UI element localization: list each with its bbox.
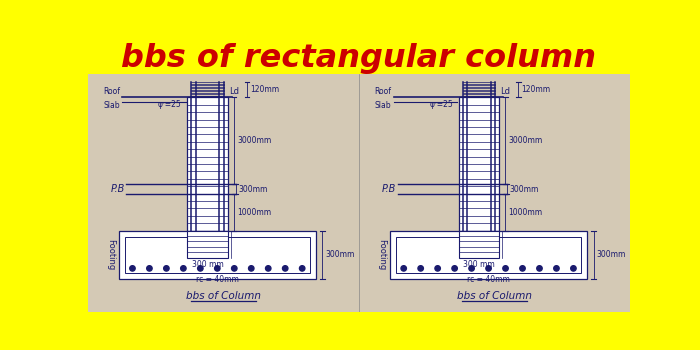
Circle shape	[418, 266, 424, 271]
Circle shape	[401, 266, 407, 271]
Text: bbs of Column: bbs of Column	[186, 291, 260, 301]
Circle shape	[570, 266, 576, 271]
Circle shape	[215, 266, 220, 271]
Circle shape	[503, 266, 508, 271]
Text: 120mm: 120mm	[251, 85, 279, 94]
Text: P.B: P.B	[382, 184, 396, 195]
Text: bbs of rectangular column: bbs of rectangular column	[121, 43, 596, 74]
Circle shape	[283, 266, 288, 271]
Text: Roof: Roof	[374, 87, 391, 96]
Text: Roof: Roof	[103, 87, 120, 96]
Text: 3000mm: 3000mm	[237, 136, 272, 146]
Bar	[458, 231, 499, 258]
Circle shape	[181, 266, 186, 271]
Bar	[396, 237, 581, 273]
Circle shape	[300, 266, 305, 271]
Circle shape	[435, 266, 440, 271]
Text: 120mm: 120mm	[522, 85, 551, 94]
Circle shape	[248, 266, 254, 271]
Text: 3000mm: 3000mm	[508, 136, 542, 146]
Circle shape	[520, 266, 525, 271]
Bar	[118, 231, 316, 279]
Text: Slab: Slab	[374, 101, 391, 110]
Bar	[88, 74, 358, 312]
Text: 1000mm: 1000mm	[237, 208, 271, 217]
Text: φᶜ=25: φᶜ=25	[429, 100, 453, 109]
Circle shape	[147, 266, 152, 271]
Bar	[88, 42, 630, 74]
Circle shape	[164, 266, 169, 271]
Circle shape	[537, 266, 542, 271]
Text: 300mm: 300mm	[239, 185, 268, 194]
Text: 300mm: 300mm	[596, 250, 626, 259]
Text: Footing: Footing	[106, 239, 116, 271]
Circle shape	[130, 266, 135, 271]
Bar	[188, 231, 228, 258]
Circle shape	[197, 266, 203, 271]
Text: rc = 40mm: rc = 40mm	[467, 274, 510, 284]
Circle shape	[232, 266, 237, 271]
Bar	[358, 74, 630, 312]
Text: 300mm: 300mm	[326, 250, 355, 259]
Bar	[188, 97, 228, 231]
Text: 300mm: 300mm	[510, 185, 539, 194]
Circle shape	[452, 266, 457, 271]
Bar	[458, 97, 499, 231]
Text: 300 mm: 300 mm	[463, 260, 495, 269]
Text: P.B: P.B	[111, 184, 125, 195]
Text: bbs of Column: bbs of Column	[457, 291, 532, 301]
Text: Slab: Slab	[103, 101, 120, 110]
Circle shape	[265, 266, 271, 271]
Circle shape	[486, 266, 491, 271]
Text: Ld: Ld	[230, 87, 239, 96]
Bar	[390, 231, 587, 279]
Text: Ld: Ld	[500, 87, 510, 96]
Circle shape	[554, 266, 559, 271]
Text: φᶜ=25: φᶜ=25	[158, 100, 182, 109]
Bar	[125, 237, 310, 273]
Text: rc = 40mm: rc = 40mm	[196, 274, 239, 284]
Text: 1000mm: 1000mm	[508, 208, 542, 217]
Text: 300 mm: 300 mm	[192, 260, 223, 269]
Text: Footing: Footing	[377, 239, 386, 271]
Circle shape	[469, 266, 475, 271]
